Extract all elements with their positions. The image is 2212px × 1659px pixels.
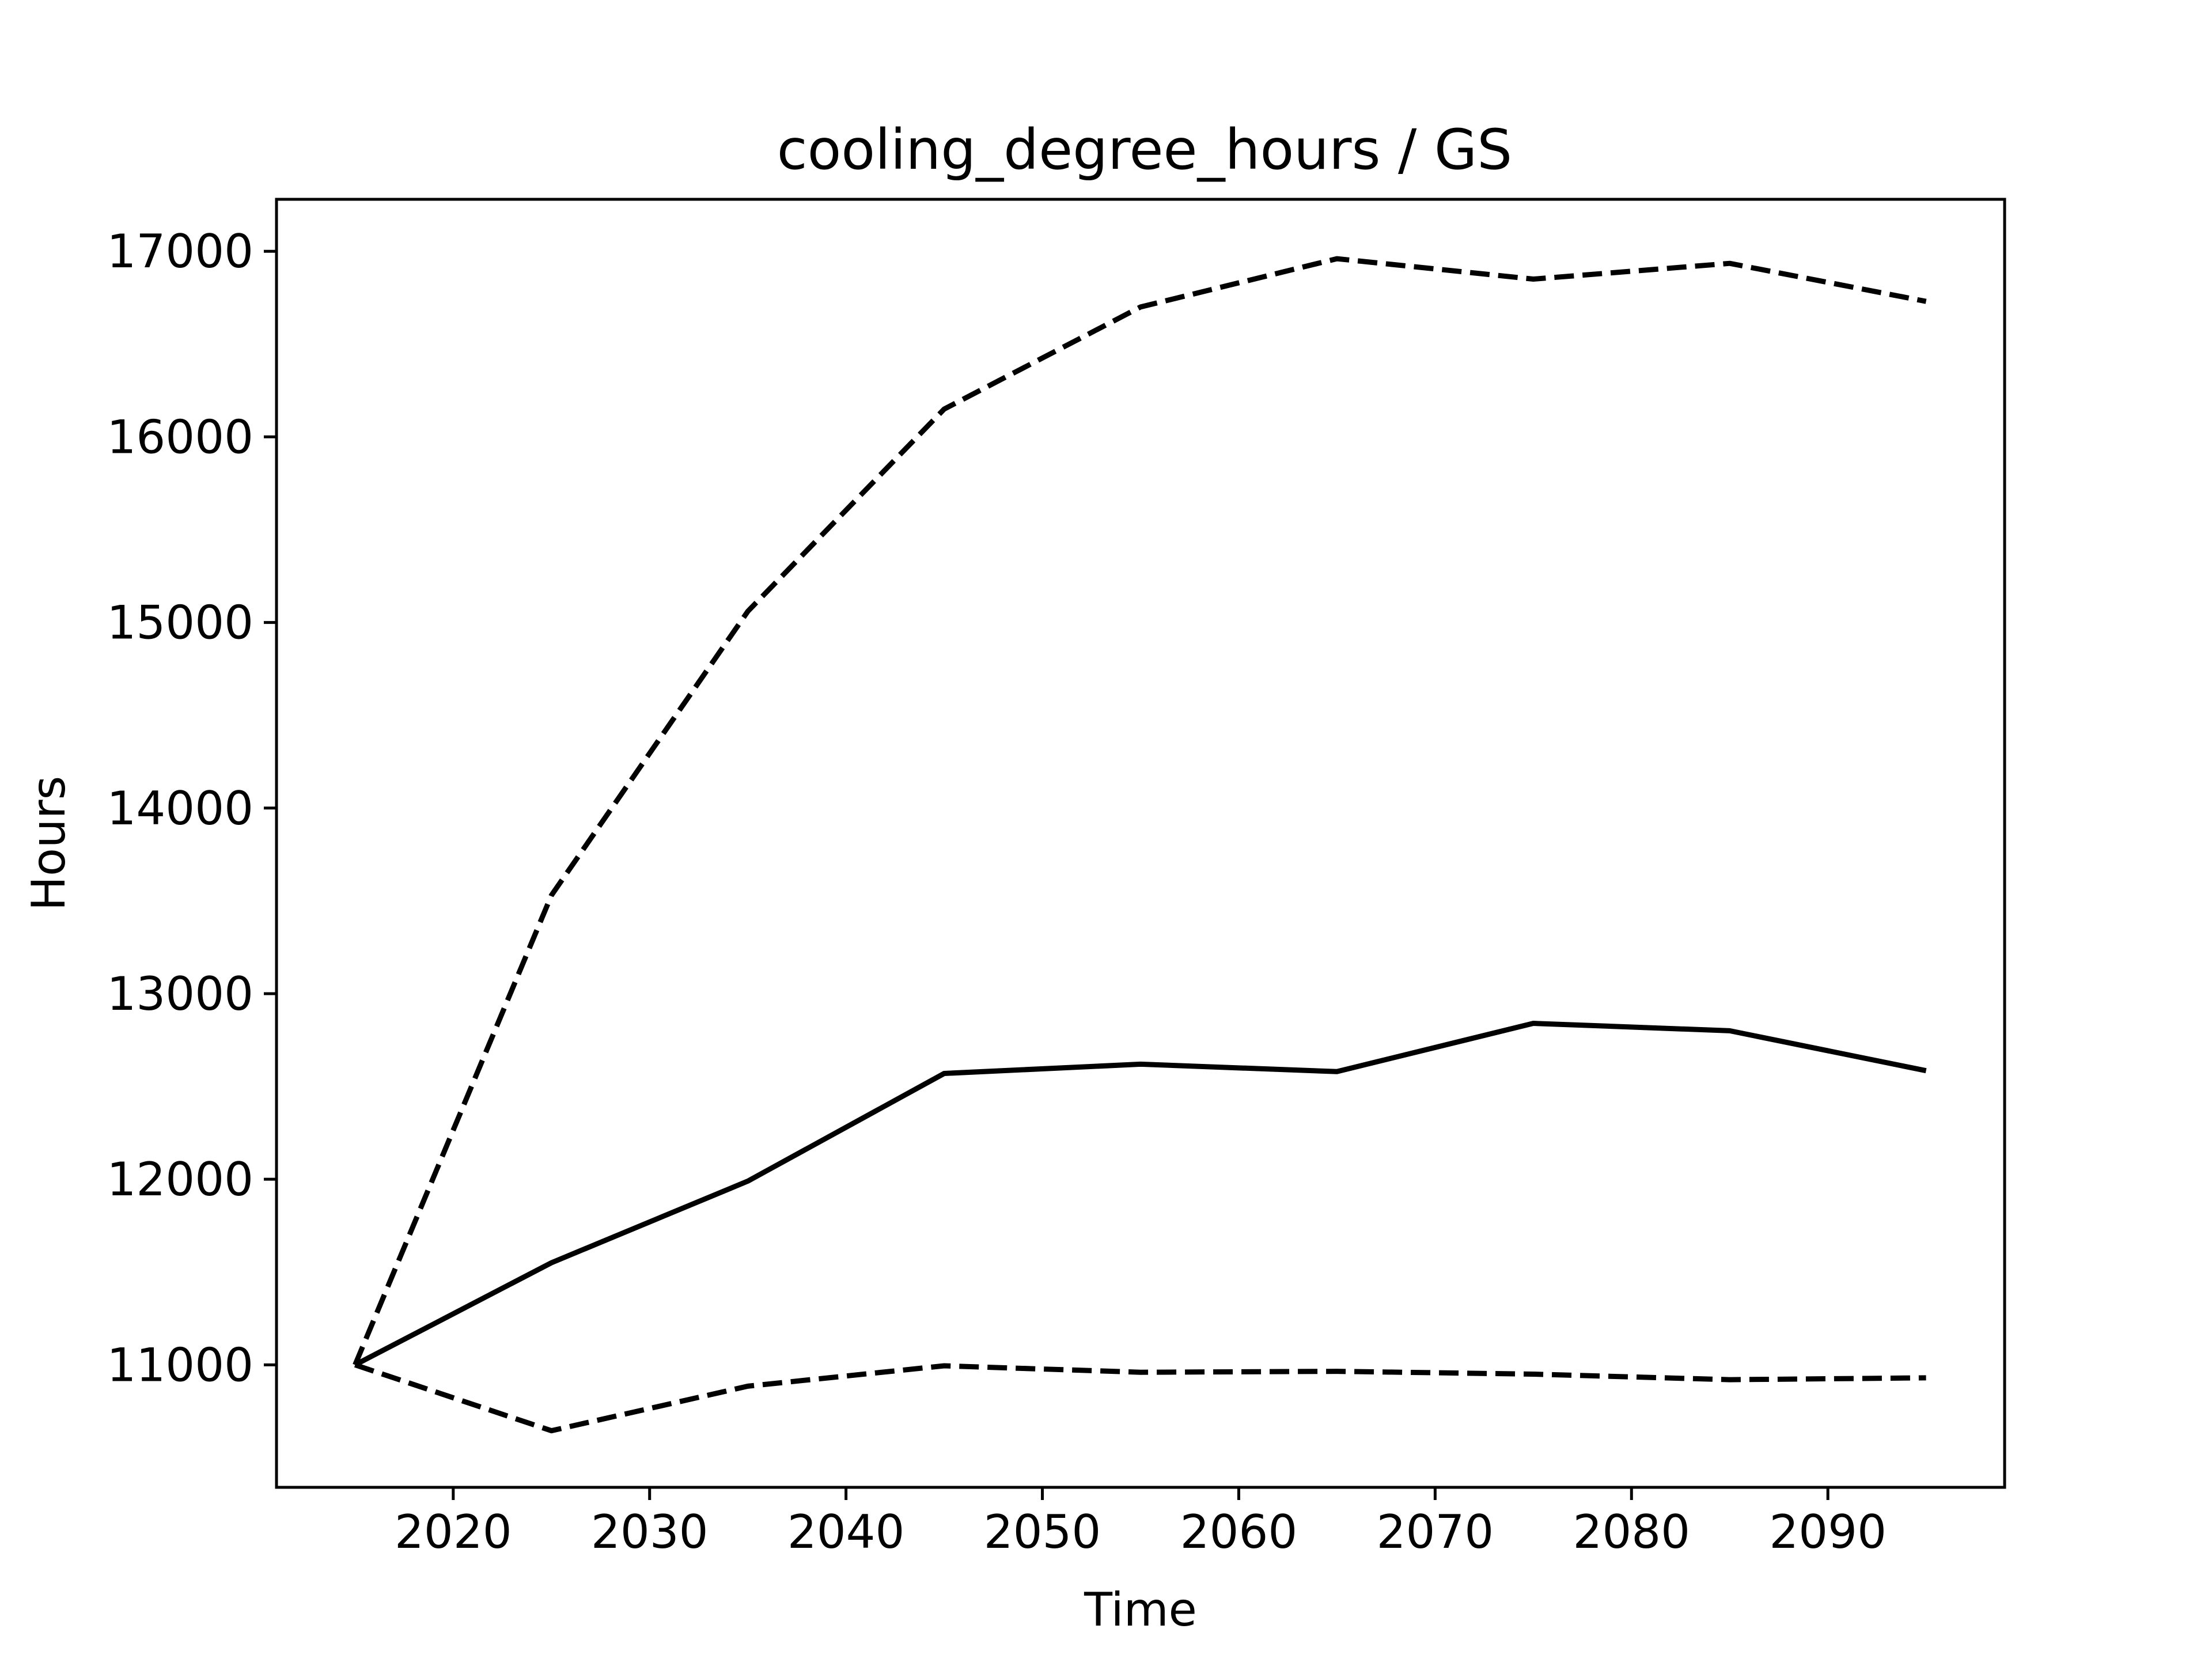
series-line-2 xyxy=(354,1021,1927,1368)
y-tick-label: 17000 xyxy=(107,225,254,278)
x-axis: 2020 2030 2040 2050 2060 2070 2080 2090 xyxy=(395,1487,1887,1559)
y-tick-label: 11000 xyxy=(107,1338,254,1392)
y-axis-label: Hours xyxy=(22,776,75,911)
plot-frame xyxy=(275,198,2006,1489)
y-tick-label: 13000 xyxy=(107,967,254,1021)
x-tick-label: 2090 xyxy=(1769,1505,1887,1559)
x-tick-label: 2070 xyxy=(1377,1505,1494,1559)
x-tick-label: 2020 xyxy=(395,1505,512,1559)
x-tick-label: 2080 xyxy=(1573,1505,1690,1559)
x-tick-label: 2030 xyxy=(591,1505,709,1559)
y-tick-label: 12000 xyxy=(107,1153,254,1206)
x-axis-label: Time xyxy=(1084,1583,1197,1637)
y-tick-label: 16000 xyxy=(107,410,254,464)
y-tick-label: 15000 xyxy=(107,596,254,650)
chart-title: cooling_degree_hours / GS xyxy=(777,118,1512,182)
y-tick-label: 14000 xyxy=(107,782,254,835)
x-tick-label: 2060 xyxy=(1180,1505,1298,1559)
x-tick-label: 2050 xyxy=(984,1505,1101,1559)
x-tick-label: 2040 xyxy=(787,1505,905,1559)
series-line-1 xyxy=(353,256,1927,1366)
series-layer xyxy=(353,256,1927,1434)
y-axis: 11000 12000 13000 14000 15000 16000 17000 xyxy=(107,225,276,1392)
series-line-3 xyxy=(354,1362,1926,1434)
